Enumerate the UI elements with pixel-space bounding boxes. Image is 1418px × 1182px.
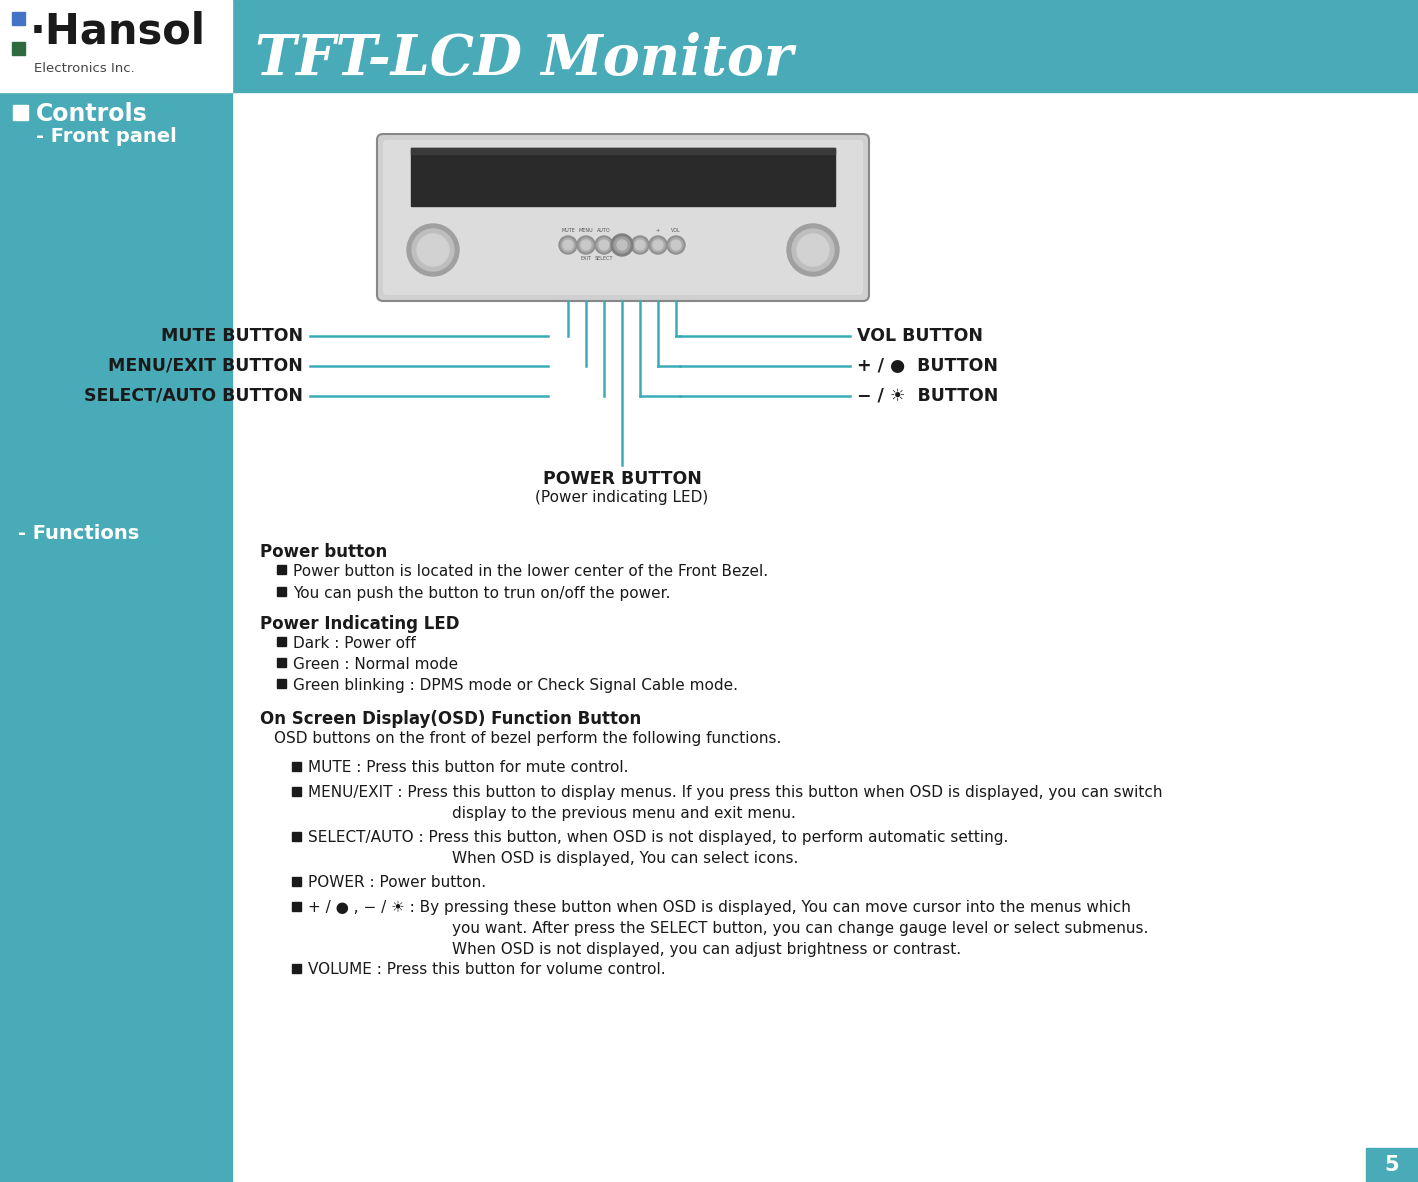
Text: TFT-LCD Monitor: TFT-LCD Monitor bbox=[255, 32, 793, 87]
Circle shape bbox=[617, 240, 627, 251]
Text: Power Indicating LED: Power Indicating LED bbox=[259, 615, 459, 634]
Circle shape bbox=[793, 229, 834, 271]
Circle shape bbox=[407, 225, 459, 277]
Text: VOL: VOL bbox=[671, 228, 681, 233]
Circle shape bbox=[562, 238, 576, 252]
Bar bbox=[277, 587, 286, 596]
Text: (Power indicating LED): (Power indicating LED) bbox=[536, 491, 709, 505]
FancyBboxPatch shape bbox=[377, 134, 869, 301]
Bar bbox=[292, 762, 301, 771]
Text: POWER : Power button.: POWER : Power button. bbox=[308, 875, 486, 890]
Bar bbox=[277, 565, 286, 574]
Bar bbox=[1366, 1148, 1418, 1182]
Text: MENU/EXIT BUTTON: MENU/EXIT BUTTON bbox=[108, 357, 303, 375]
Bar bbox=[292, 965, 301, 973]
FancyBboxPatch shape bbox=[383, 139, 864, 296]
Circle shape bbox=[787, 225, 839, 277]
Text: POWER BUTTON: POWER BUTTON bbox=[543, 470, 702, 488]
Circle shape bbox=[579, 238, 593, 252]
Text: VOL BUTTON: VOL BUTTON bbox=[856, 327, 983, 345]
Circle shape bbox=[671, 240, 681, 251]
Circle shape bbox=[596, 236, 613, 254]
Text: AUTO: AUTO bbox=[597, 228, 611, 233]
Circle shape bbox=[631, 236, 649, 254]
Circle shape bbox=[666, 236, 685, 254]
Bar bbox=[292, 902, 301, 911]
Text: Green blinking : DPMS mode or Check Signal Cable mode.: Green blinking : DPMS mode or Check Sign… bbox=[294, 678, 737, 693]
Circle shape bbox=[614, 238, 630, 253]
Text: ·Hansol: ·Hansol bbox=[30, 9, 206, 52]
Text: display to the previous menu and exit menu.: display to the previous menu and exit me… bbox=[452, 806, 795, 821]
Bar bbox=[13, 105, 28, 121]
Text: Green : Normal mode: Green : Normal mode bbox=[294, 657, 458, 673]
Text: When OSD is not displayed, you can adjust brightness or contrast.: When OSD is not displayed, you can adjus… bbox=[452, 942, 961, 957]
Text: MUTE : Press this button for mute control.: MUTE : Press this button for mute contro… bbox=[308, 760, 628, 775]
Bar bbox=[11, 43, 26, 56]
Text: MUTE BUTTON: MUTE BUTTON bbox=[160, 327, 303, 345]
Bar bbox=[292, 877, 301, 886]
Text: VOLUME : Press this button for volume control.: VOLUME : Press this button for volume co… bbox=[308, 962, 665, 978]
Circle shape bbox=[577, 236, 596, 254]
Text: MENU: MENU bbox=[579, 228, 593, 233]
Circle shape bbox=[797, 234, 830, 266]
Text: When OSD is displayed, You can select icons.: When OSD is displayed, You can select ic… bbox=[452, 851, 798, 866]
Text: - Functions: - Functions bbox=[18, 524, 139, 543]
Circle shape bbox=[635, 240, 645, 251]
Circle shape bbox=[417, 234, 450, 266]
Text: Dark : Power off: Dark : Power off bbox=[294, 636, 415, 651]
Circle shape bbox=[649, 236, 666, 254]
Bar bbox=[411, 148, 835, 206]
Bar bbox=[0, 0, 1418, 92]
Bar bbox=[292, 832, 301, 842]
Text: SELECT/AUTO BUTTON: SELECT/AUTO BUTTON bbox=[84, 387, 303, 405]
Text: Controls: Controls bbox=[35, 102, 147, 126]
Text: - Front panel: - Front panel bbox=[35, 126, 177, 147]
Text: You can push the button to trun on/off the power.: You can push the button to trun on/off t… bbox=[294, 586, 671, 600]
Circle shape bbox=[598, 240, 608, 251]
Circle shape bbox=[611, 234, 632, 256]
Circle shape bbox=[654, 240, 664, 251]
Text: OSD buttons on the front of bezel perform the following functions.: OSD buttons on the front of bezel perfor… bbox=[274, 730, 781, 746]
Bar bbox=[11, 12, 26, 25]
Text: 5: 5 bbox=[1385, 1155, 1400, 1175]
Circle shape bbox=[669, 238, 683, 252]
Circle shape bbox=[581, 240, 591, 251]
Circle shape bbox=[559, 236, 577, 254]
Bar bbox=[277, 637, 286, 647]
Bar bbox=[411, 148, 835, 154]
Bar bbox=[0, 92, 233, 1182]
Text: MENU/EXIT : Press this button to display menus. If you press this button when OS: MENU/EXIT : Press this button to display… bbox=[308, 785, 1163, 800]
Circle shape bbox=[632, 238, 647, 252]
Text: + / ●  BUTTON: + / ● BUTTON bbox=[856, 357, 998, 375]
Text: SELECT: SELECT bbox=[594, 256, 613, 261]
Bar bbox=[277, 658, 286, 667]
Text: MUTE: MUTE bbox=[562, 228, 574, 233]
Text: +: + bbox=[657, 228, 659, 233]
Text: you want. After press the SELECT button, you can change gauge level or select su: you want. After press the SELECT button,… bbox=[452, 921, 1149, 936]
Circle shape bbox=[597, 238, 611, 252]
Bar bbox=[277, 678, 286, 688]
Text: EXIT: EXIT bbox=[580, 256, 591, 261]
Text: − / ☀  BUTTON: − / ☀ BUTTON bbox=[856, 387, 998, 405]
Text: Electronics Inc.: Electronics Inc. bbox=[34, 61, 135, 74]
Text: + / ● , − / ☀ : By pressing these button when OSD is displayed, You can move cur: + / ● , − / ☀ : By pressing these button… bbox=[308, 900, 1132, 915]
Circle shape bbox=[413, 229, 454, 271]
Circle shape bbox=[651, 238, 665, 252]
Text: On Screen Display(OSD) Function Button: On Screen Display(OSD) Function Button bbox=[259, 710, 641, 728]
Text: Power button is located in the lower center of the Front Bezel.: Power button is located in the lower cen… bbox=[294, 564, 769, 579]
Text: SELECT/AUTO : Press this button, when OSD is not displayed, to perform automatic: SELECT/AUTO : Press this button, when OS… bbox=[308, 830, 1008, 845]
Bar bbox=[0, 0, 233, 92]
Text: Power button: Power button bbox=[259, 543, 387, 561]
Bar bbox=[292, 787, 301, 795]
Circle shape bbox=[563, 240, 573, 251]
